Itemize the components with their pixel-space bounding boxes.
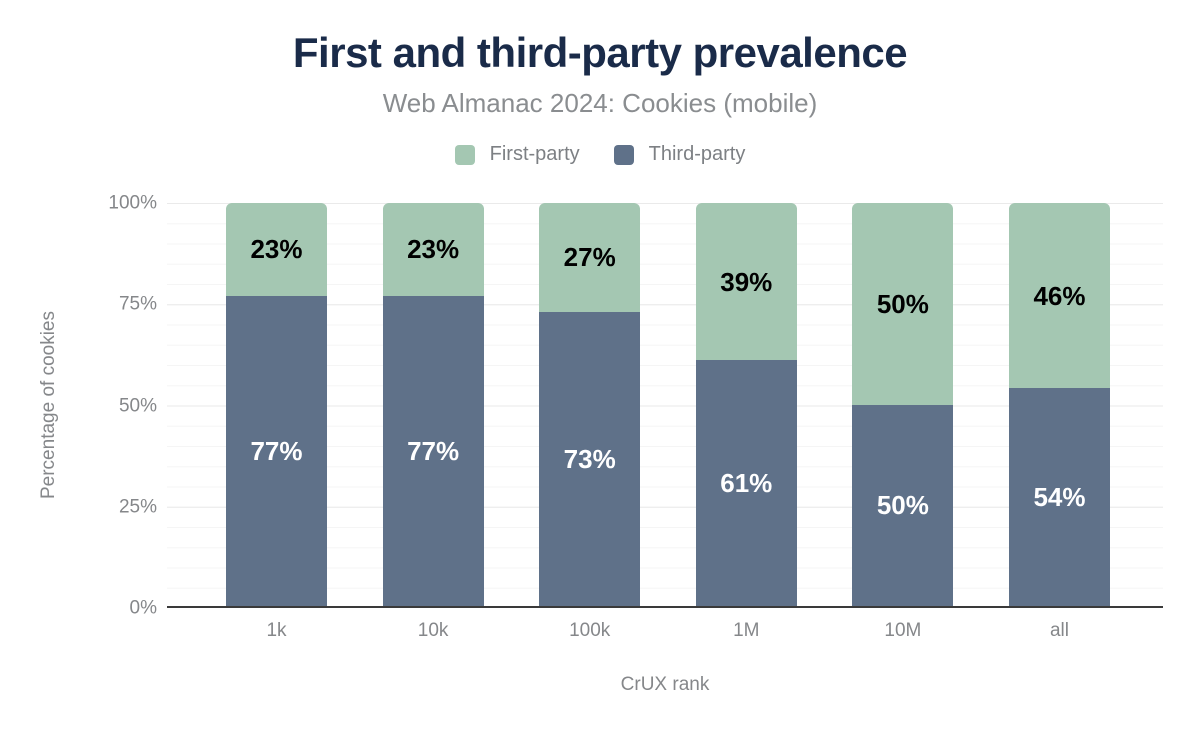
x-axis-category-label: 100k (569, 620, 611, 641)
bar-stack: 54% 46% (1008, 203, 1110, 606)
bar-stack: 77% 23% (382, 203, 484, 606)
x-axis-category-label: 1M (733, 620, 760, 641)
y-axis-tick-label: 100% (108, 192, 157, 214)
bar-column: 61% 39% 1M (695, 203, 797, 641)
y-axis-tick-label: 0% (129, 597, 157, 619)
bar-column: 73% 27% 100k (539, 203, 641, 641)
y-axis-tick-label: 50% (118, 395, 157, 416)
bar-value-label: 50% (876, 490, 929, 521)
bar-column: 77% 23% 1k (226, 203, 327, 641)
bar-value-label: 73% (563, 443, 616, 474)
bar-value-label: 46% (1033, 280, 1086, 311)
bar-stack: 50% 50% (852, 203, 954, 606)
bar-value-label: 54% (1033, 482, 1086, 513)
bar-segment-third-party[interactable]: 77% (226, 295, 327, 606)
bar-stack: 77% 23% (226, 203, 327, 606)
bar-value-label: 23% (407, 234, 460, 265)
legend-item-first-party[interactable]: First-party (454, 143, 580, 166)
bar-stack: 73% 27% (539, 203, 641, 606)
bar-value-label: 77% (407, 435, 460, 466)
plot-area: 77% 23% 1k 77% 23% 10k 73% 27% 100k 61% 39% 1M 50% 50… (167, 203, 1163, 641)
bar-value-label: 77% (250, 435, 303, 466)
x-axis-category-label: 1k (266, 620, 287, 641)
y-axis-tick-label: 25% (118, 496, 157, 518)
x-axis-category-label: 10k (417, 620, 449, 641)
bar-value-label: 23% (250, 234, 303, 265)
bar-column: 54% 46% all (1008, 203, 1110, 641)
legend-item-third-party[interactable]: Third-party (613, 143, 746, 166)
x-axis-category-label: 10M (884, 620, 922, 641)
y-axis-ticks: 100% 75% 50% 25% 0% (0, 194, 157, 618)
legend: First-party Third-party (0, 143, 1200, 166)
bar-segment-first-party[interactable]: 23% (382, 203, 484, 296)
bar-value-label: 39% (720, 266, 773, 297)
bar-segment-third-party[interactable]: 50% (852, 404, 954, 606)
first-party-swatch-icon (454, 144, 475, 165)
chart-subtitle: Web Almanac 2024: Cookies (mobile) (382, 88, 818, 118)
bar-stack: 61% 39% (695, 203, 797, 606)
bar-segment-third-party[interactable]: 77% (382, 295, 484, 606)
x-axis-title: CrUX rank (620, 674, 710, 695)
bar-value-label: 61% (720, 468, 773, 499)
bar-value-label: 27% (563, 242, 616, 273)
bar-segment-first-party[interactable]: 27% (539, 203, 641, 312)
chart-title: First and third-party prevalence (292, 29, 908, 76)
legend-label: Third-party (648, 143, 746, 165)
bar-value-label: 50% (876, 288, 929, 319)
bar-segment-first-party[interactable]: 50% (852, 203, 954, 405)
legend-label: First-party (489, 143, 580, 165)
bar-segment-first-party[interactable]: 39% (695, 203, 797, 361)
third-party-swatch-icon (613, 144, 634, 165)
bar-segment-first-party[interactable]: 23% (226, 203, 327, 296)
bar-segment-first-party[interactable]: 46% (1008, 203, 1110, 389)
y-axis-tick-label: 75% (118, 293, 157, 315)
bar-segment-third-party[interactable]: 73% (539, 311, 641, 606)
bar-column: 50% 50% 10M (852, 203, 954, 641)
bar-column: 77% 23% 10k (382, 203, 484, 641)
bar-segment-third-party[interactable]: 61% (695, 360, 797, 606)
x-axis-category-label: all (1049, 620, 1069, 641)
bar-segment-third-party[interactable]: 54% (1008, 388, 1110, 606)
